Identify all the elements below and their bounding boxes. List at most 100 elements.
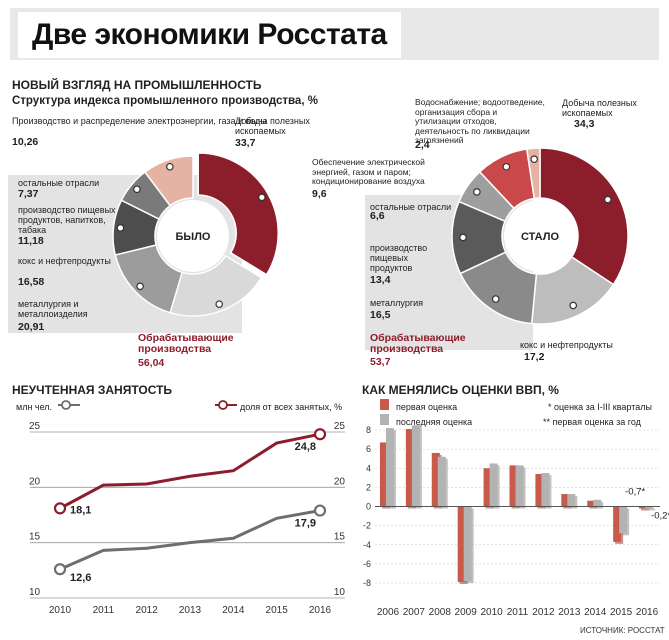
after-marker-4 — [473, 188, 481, 196]
legend-first-label: первая оценка — [396, 402, 458, 412]
line-ytick-right: 20 — [334, 476, 346, 487]
industry-section-title: НОВЫЙ ВЗГЛЯД НА ПРОМЫШЛЕННОСТЬ — [12, 78, 262, 92]
bar-ytick: 6 — [366, 444, 371, 454]
before-slice-0 — [197, 152, 279, 276]
after-marker-2 — [491, 295, 500, 303]
line-data-label-1: 18,1 — [70, 504, 91, 516]
after-value-coke: 17,2 — [524, 351, 545, 363]
line-ytick-right: 15 — [334, 532, 346, 543]
legend-swatch-0 — [380, 399, 389, 410]
bar-1 — [541, 473, 550, 507]
bar-annotation: -0,2** — [651, 511, 669, 522]
before-marker-0 — [258, 193, 266, 202]
bar-0 — [535, 473, 544, 507]
after-label-other: остальные отрасли — [370, 202, 452, 212]
legend-key-marker-1 — [218, 400, 228, 410]
line-series-1 — [59, 432, 321, 510]
bar-1 — [463, 506, 472, 582]
bar-1 — [515, 465, 524, 507]
after-value-other: 6,6 — [370, 210, 385, 222]
before-value-other: 7,37 — [18, 188, 39, 200]
line-point-1 — [313, 428, 327, 441]
before-marker-3 — [116, 224, 125, 232]
line-xtick: 2013 — [179, 605, 202, 616]
after-label-food: производство пищевых продуктов — [370, 243, 428, 273]
industry-subtitle: Структура индекса промышленного производ… — [12, 95, 318, 107]
before-group-value: 56,04 — [138, 357, 165, 369]
after-slice-0 — [539, 147, 629, 286]
before-value-metal: 20,91 — [18, 321, 45, 333]
before-group-label: Обрабатывающие производства — [138, 332, 234, 355]
donut-before: БЫЛО — [112, 152, 279, 317]
line-data-label-1: 24,8 — [295, 441, 316, 453]
bar-0 — [457, 506, 466, 583]
bar-xtick: 2015 — [610, 607, 633, 618]
legend-key-marker-0 — [61, 400, 71, 410]
after-label-electric: Обеспечение электрической энергией, газо… — [312, 157, 425, 186]
after-value-metal: 16,5 — [370, 309, 391, 321]
before-slice-5 — [143, 155, 194, 207]
line-ytick-left: 15 — [29, 532, 41, 543]
line-xtick: 2014 — [222, 605, 245, 616]
bar-1 — [619, 506, 628, 534]
bar-xtick: 2008 — [429, 607, 452, 618]
after-marker-0 — [604, 195, 612, 204]
source-label: ИСТОЧНИК: РОССТАТ — [580, 626, 665, 635]
after-group-value: 53,7 — [370, 356, 391, 368]
bar-0 — [405, 429, 414, 507]
note-1: * оценка за I-III кварталы — [548, 402, 652, 412]
line-ytick-right: 25 — [334, 421, 346, 432]
bar-ytick: -8 — [363, 578, 371, 588]
after-label-water: Водоснабжение; водоотведение, организаци… — [415, 97, 545, 145]
after-value-water: 2,4 — [415, 139, 430, 151]
bar-0 — [431, 452, 440, 507]
before-label-energy: Производство и распределение электроэнер… — [12, 116, 267, 126]
after-marker-6 — [530, 155, 538, 164]
after-value-electric: 9,6 — [312, 188, 327, 200]
bar-0 — [613, 506, 622, 542]
bar-0 — [509, 465, 518, 507]
after-value-mining: 34,3 — [574, 118, 595, 130]
line-series-0 — [59, 509, 321, 571]
line-ytick-left: 20 — [29, 476, 41, 487]
before-value-food: 11,18 — [18, 235, 44, 247]
before-marker-4 — [133, 185, 141, 194]
bar-1 — [567, 494, 576, 507]
before-value-coke: 16,58 — [18, 276, 45, 288]
bar-1 — [411, 425, 420, 507]
after-label-coke: кокс и нефтепродукты — [520, 340, 613, 350]
bar-xtick: 2007 — [403, 607, 426, 618]
after-center-label: СТАЛО — [521, 231, 559, 243]
line-data-label-0: 12,6 — [70, 572, 91, 584]
bar-xtick: 2011 — [507, 607, 529, 618]
bar-ytick: -2 — [363, 521, 371, 531]
before-label-food: производство пищевых продуктов, напитков… — [18, 205, 116, 235]
before-value-mining: 33,7 — [235, 137, 256, 149]
bar-ytick: 8 — [366, 425, 371, 435]
bar-xtick: 2009 — [455, 607, 478, 618]
after-value-food: 13,4 — [370, 274, 391, 286]
before-slice-1 — [169, 254, 263, 317]
line-xtick: 2010 — [49, 605, 72, 616]
bar-1 — [593, 499, 602, 507]
line-xtick: 2016 — [309, 605, 332, 616]
after-label-mining: Добыча полезных ископаемых — [562, 98, 637, 118]
employment-line-chart: 10 10 15 15 20 20 25 25 2010 2011 2012 2013 2014 2015… — [29, 400, 346, 616]
legend-swatch-1 — [380, 414, 389, 425]
line-ytick-left: 10 — [29, 587, 41, 598]
before-marker-2 — [136, 282, 144, 291]
bar-xtick: 2012 — [532, 607, 555, 618]
after-label-metal: металлургия — [370, 298, 424, 308]
bar-1 — [385, 428, 394, 507]
bar-0 — [587, 500, 596, 507]
before-label-other: остальные отрасли — [18, 178, 100, 188]
bar-1 — [489, 463, 498, 507]
bar-0 — [639, 506, 648, 509]
before-label-mining: Добыча полезных ископаемых — [235, 116, 310, 136]
line-point-1 — [53, 502, 67, 515]
after-group-label: Обрабатывающие производства — [370, 332, 466, 355]
before-value-energy: 10,26 — [12, 136, 39, 148]
bar-ytick: 2 — [366, 482, 371, 492]
line-xtick: 2015 — [266, 605, 289, 616]
